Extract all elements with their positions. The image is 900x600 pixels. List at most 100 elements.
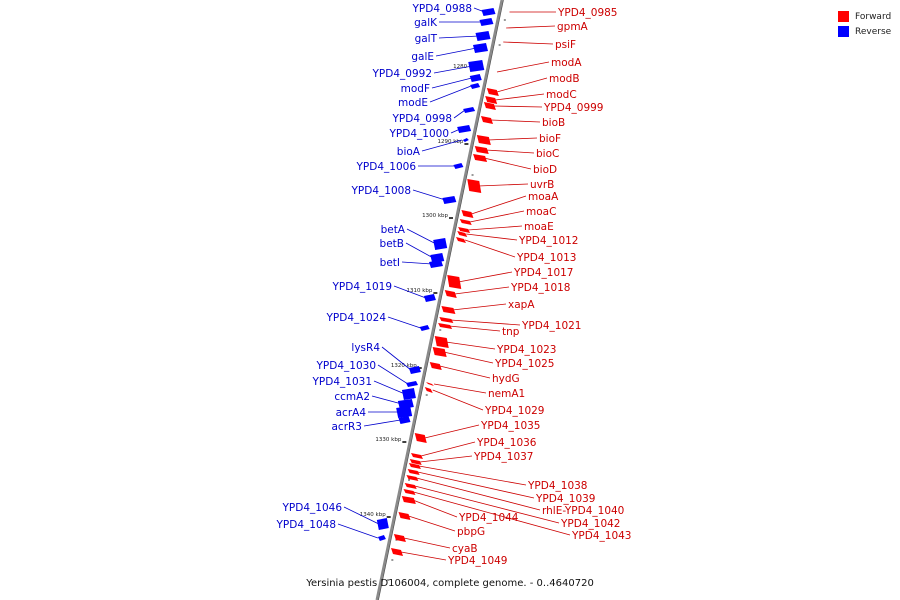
- gene-label-biob: bioB: [542, 117, 565, 129]
- gene-label-ypd4-0992: YPD4_0992: [372, 68, 432, 80]
- gene-label-galk: galK: [414, 17, 438, 29]
- forward-gene-feature: [441, 306, 456, 314]
- gene-label-moac: moaC: [526, 206, 556, 218]
- leader-line: [464, 239, 516, 258]
- forward-gene-feature: [439, 317, 454, 323]
- legend-forward: Forward: [838, 9, 898, 24]
- tick-label: 1330 kbp: [375, 437, 401, 443]
- leader-line: [471, 195, 527, 215]
- leader-line: [431, 77, 472, 89]
- gene-label-ypd4-1035: YPD4_1035: [480, 420, 540, 432]
- forward-gene-feature: [500, 26, 505, 30]
- reverse-gene-feature: [396, 406, 413, 418]
- gene-label-biod: bioD: [533, 164, 557, 176]
- leader-line: [453, 109, 466, 119]
- leader-line: [485, 149, 535, 154]
- gene-label-ypd4-0988: YPD4_0988: [412, 3, 472, 15]
- gene-label-beta: betA: [381, 224, 406, 236]
- leader-line: [343, 506, 380, 525]
- forward-gene-feature: [456, 237, 466, 243]
- leader-line: [483, 157, 532, 170]
- forward-gene-feature: [461, 210, 474, 218]
- leader-line: [420, 441, 476, 457]
- forward-gene-feature: [459, 219, 472, 225]
- gene-label-ypd4-1029: YPD4_1029: [484, 405, 544, 417]
- leader-line: [487, 137, 538, 141]
- legend-reverse-label: Reverse: [855, 26, 892, 37]
- forward-gene-feature: [424, 387, 433, 393]
- forward-gene-feature: [408, 463, 421, 469]
- leader-line: [424, 424, 480, 439]
- forward-gene-feature: [457, 231, 468, 237]
- genome-caption: Yersinia pestis D106004, complete genome…: [306, 578, 594, 589]
- gene-label-gale: galE: [411, 51, 434, 63]
- leader-line: [377, 364, 409, 385]
- forward-gene-feature: [432, 347, 447, 357]
- gene-label-galt: galT: [415, 33, 438, 45]
- forward-gene-feature: [458, 227, 471, 233]
- forward-gene-feature: [467, 179, 482, 193]
- reverse-swatch: [838, 26, 849, 37]
- leader-line: [438, 35, 480, 39]
- reverse-gene-feature: [453, 163, 464, 169]
- genome-backbone-edge: [378, 0, 504, 600]
- leader-line: [466, 233, 518, 241]
- gene-label-betb: betB: [380, 238, 404, 250]
- gene-label-moda: modA: [551, 57, 582, 69]
- gene-label-ypd4-1018: YPD4_1018: [510, 282, 570, 294]
- gene-label-modc: modC: [546, 89, 577, 101]
- gene-label-psif: psiF: [555, 39, 576, 51]
- forward-gene-feature: [486, 88, 499, 96]
- gene-label-hydg: hydG: [492, 373, 520, 385]
- gene-label-cyab: cyaB: [452, 543, 478, 555]
- reverse-gene-feature: [462, 138, 469, 142]
- leader-line: [443, 351, 494, 364]
- leader-line: [406, 228, 437, 245]
- gene-label-ypd4-1043: YPD4_1043: [571, 530, 631, 542]
- gene-label-ypd4-1048: YPD4_1048: [276, 519, 336, 531]
- legend-forward-label: Forward: [855, 11, 892, 22]
- forward-gene-feature: [503, 10, 508, 14]
- reverse-gene-feature: [469, 74, 482, 82]
- leader-line: [445, 341, 496, 350]
- reverse-gene-feature: [398, 416, 411, 424]
- forward-gene-feature: [476, 135, 491, 145]
- gene-label-uvrb: uvrB: [530, 179, 554, 191]
- leader-line: [363, 419, 401, 427]
- gene-label-lysr4: lysR4: [351, 342, 380, 354]
- leader-line: [469, 210, 525, 223]
- gene-label-mode: modE: [398, 97, 428, 109]
- gene-label-ypd4-1012: YPD4_1012: [518, 235, 578, 247]
- gene-label-ypd4-1017: YPD4_1017: [513, 267, 573, 279]
- reverse-gene-feature: [376, 518, 389, 530]
- leader-line: [408, 515, 456, 532]
- leader-line: [414, 485, 560, 524]
- tick-label: 1320 kbp: [391, 363, 417, 369]
- gene-label-ypd4-1030: YPD4_1030: [316, 360, 376, 372]
- gene-label-ypd4-1023: YPD4_1023: [496, 344, 556, 356]
- gene-label-biof: bioF: [539, 133, 561, 145]
- gene-label-ypd4-1008: YPD4_1008: [351, 185, 411, 197]
- forward-gene-feature: [438, 323, 453, 329]
- leader-line: [439, 365, 491, 379]
- legend-reverse: Reverse: [838, 24, 898, 39]
- reverse-gene-feature: [423, 294, 436, 302]
- forward-gene-feature: [411, 453, 423, 459]
- leader-line: [452, 303, 507, 311]
- tick-label: 1300 kbp: [422, 213, 448, 219]
- gene-label-xapa: xapA: [508, 299, 535, 311]
- gene-label-tnp: tnp: [502, 326, 520, 338]
- forward-gene-feature: [434, 336, 449, 348]
- leader-line: [400, 551, 447, 561]
- tick-label: 1290 kbp: [437, 139, 463, 145]
- leader-line: [418, 465, 527, 486]
- reverse-gene-feature: [429, 260, 443, 268]
- reverse-gene-feature: [419, 325, 430, 331]
- reverse-gene-feature: [442, 196, 457, 204]
- gene-label-ypd4-0985: YPD4_0985: [557, 7, 617, 19]
- leader-line: [496, 61, 550, 73]
- reverse-gene-feature: [475, 31, 491, 41]
- reverse-gene-feature: [463, 107, 476, 113]
- gene-label-ypd4-1044: YPD4_1044: [458, 512, 519, 524]
- forward-gene-feature: [404, 483, 417, 489]
